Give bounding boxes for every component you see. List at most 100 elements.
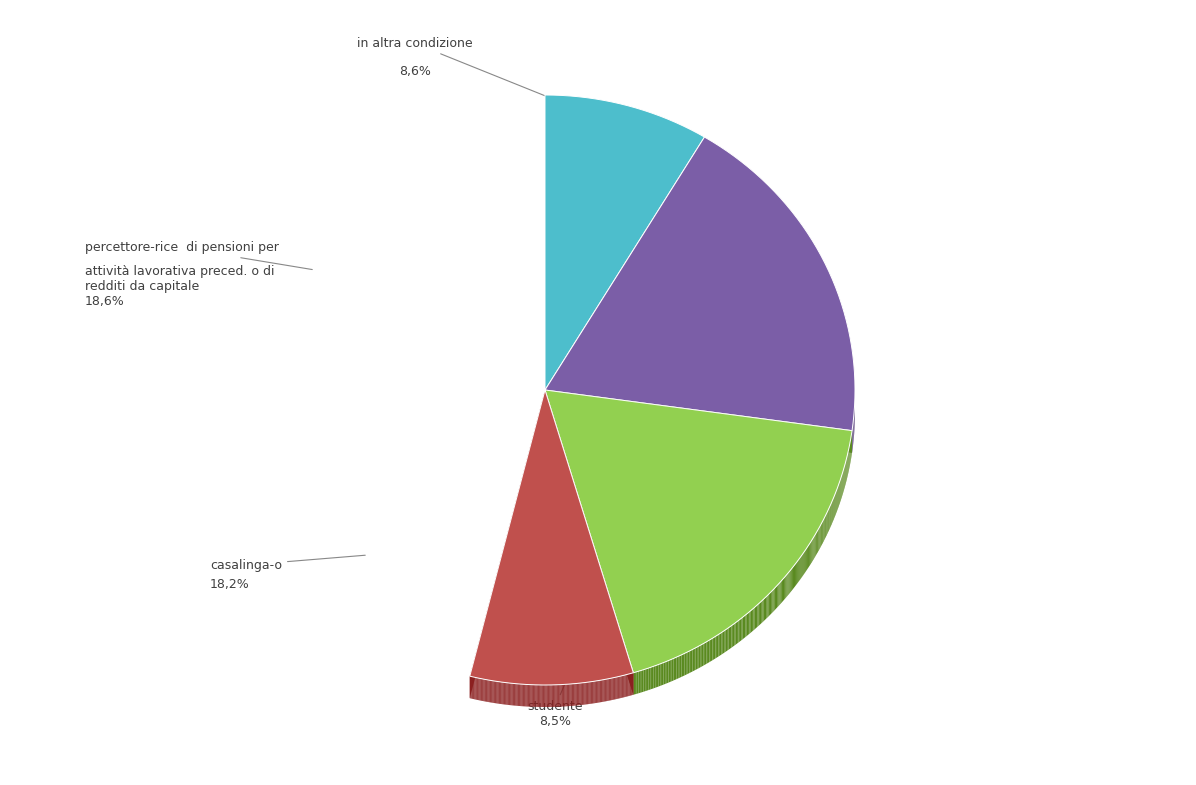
Polygon shape: [659, 664, 660, 686]
Polygon shape: [684, 652, 687, 675]
Polygon shape: [647, 668, 648, 691]
Text: 18,6%: 18,6%: [85, 295, 124, 308]
Polygon shape: [682, 654, 683, 677]
Polygon shape: [679, 655, 682, 677]
Polygon shape: [740, 619, 742, 641]
Polygon shape: [707, 641, 708, 664]
Polygon shape: [755, 606, 756, 630]
Polygon shape: [670, 659, 672, 682]
Polygon shape: [736, 622, 737, 644]
Polygon shape: [694, 648, 696, 670]
Polygon shape: [751, 609, 752, 633]
Polygon shape: [545, 390, 852, 453]
Polygon shape: [758, 603, 759, 626]
Polygon shape: [757, 604, 758, 627]
Polygon shape: [733, 623, 734, 647]
Polygon shape: [704, 642, 707, 665]
Polygon shape: [678, 655, 679, 678]
Polygon shape: [742, 617, 743, 641]
Polygon shape: [722, 630, 725, 654]
Polygon shape: [654, 666, 655, 688]
Polygon shape: [545, 390, 852, 673]
Polygon shape: [651, 667, 652, 689]
Polygon shape: [698, 645, 701, 668]
Polygon shape: [701, 644, 702, 667]
Polygon shape: [673, 658, 675, 681]
Polygon shape: [745, 614, 746, 637]
Polygon shape: [655, 665, 657, 688]
Text: percettore-rice  di pensioni per: percettore-rice di pensioni per: [85, 242, 312, 269]
Polygon shape: [640, 670, 642, 692]
Polygon shape: [774, 588, 775, 612]
Polygon shape: [696, 647, 697, 670]
Polygon shape: [719, 633, 720, 656]
Polygon shape: [716, 634, 719, 658]
Text: redditi da capitale: redditi da capitale: [85, 280, 200, 293]
Polygon shape: [636, 671, 639, 694]
Polygon shape: [764, 598, 765, 621]
Polygon shape: [752, 608, 753, 631]
Polygon shape: [665, 661, 667, 684]
Text: 8,5%: 8,5%: [539, 715, 570, 728]
Polygon shape: [683, 653, 684, 676]
Polygon shape: [643, 669, 645, 692]
Polygon shape: [677, 656, 678, 679]
Polygon shape: [708, 640, 709, 663]
Polygon shape: [728, 626, 730, 650]
Polygon shape: [545, 95, 704, 390]
Polygon shape: [769, 593, 770, 616]
Polygon shape: [763, 599, 764, 623]
Polygon shape: [648, 667, 651, 690]
Polygon shape: [470, 390, 545, 698]
Polygon shape: [635, 672, 636, 694]
Text: studente: studente: [527, 670, 582, 713]
Polygon shape: [545, 390, 852, 453]
Polygon shape: [642, 670, 643, 692]
Polygon shape: [545, 137, 855, 431]
Polygon shape: [771, 590, 773, 614]
Polygon shape: [709, 639, 710, 662]
Polygon shape: [703, 643, 704, 666]
Polygon shape: [734, 623, 736, 645]
Polygon shape: [773, 590, 774, 612]
Polygon shape: [732, 625, 733, 648]
Polygon shape: [667, 661, 669, 683]
Polygon shape: [720, 633, 721, 655]
Polygon shape: [634, 672, 635, 695]
Polygon shape: [697, 646, 698, 669]
Polygon shape: [691, 649, 692, 672]
Polygon shape: [661, 663, 664, 685]
Polygon shape: [639, 670, 640, 693]
Polygon shape: [721, 632, 722, 655]
Polygon shape: [545, 390, 634, 695]
Polygon shape: [713, 637, 714, 660]
Polygon shape: [738, 619, 740, 642]
Polygon shape: [692, 648, 694, 671]
Polygon shape: [657, 664, 659, 687]
Polygon shape: [756, 605, 757, 628]
Polygon shape: [765, 597, 767, 620]
Text: casalinga-o: casalinga-o: [210, 555, 365, 571]
Text: 8,6%: 8,6%: [399, 65, 431, 78]
Polygon shape: [759, 601, 761, 625]
Polygon shape: [730, 626, 732, 648]
Polygon shape: [672, 659, 673, 681]
Polygon shape: [710, 638, 713, 661]
Polygon shape: [767, 596, 768, 619]
Polygon shape: [753, 608, 755, 630]
Polygon shape: [744, 615, 745, 638]
Polygon shape: [688, 651, 689, 674]
Polygon shape: [545, 390, 634, 695]
Polygon shape: [726, 629, 727, 652]
Text: 18,2%: 18,2%: [210, 578, 250, 591]
Polygon shape: [652, 666, 654, 689]
Polygon shape: [770, 592, 771, 615]
Polygon shape: [748, 612, 750, 635]
Polygon shape: [669, 660, 670, 683]
Polygon shape: [689, 650, 691, 673]
Polygon shape: [645, 669, 647, 691]
Polygon shape: [727, 628, 728, 651]
Polygon shape: [714, 637, 715, 659]
Polygon shape: [470, 390, 634, 685]
Polygon shape: [761, 601, 763, 623]
